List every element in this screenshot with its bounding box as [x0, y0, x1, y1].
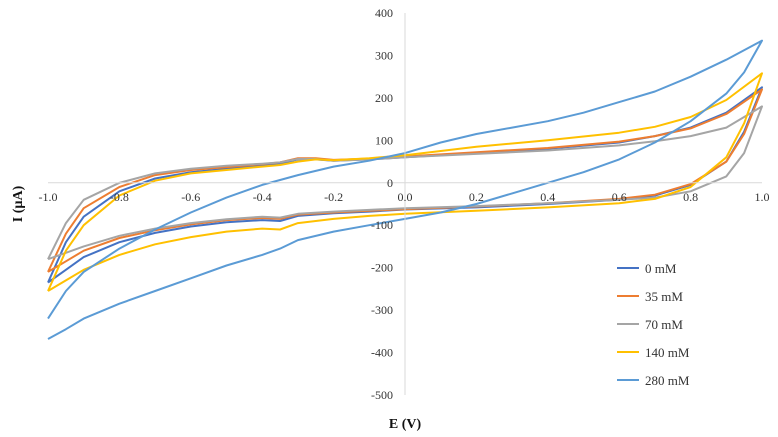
x-tick-label: -1.0 [39, 190, 58, 204]
x-axis-title: E (V) [389, 417, 422, 432]
y-tick-label: 200 [375, 91, 393, 105]
x-tick-label: 1.0 [755, 190, 770, 204]
y-tick-label: -500 [371, 388, 393, 402]
x-tick-label: -0.4 [253, 190, 272, 204]
y-tick-labels: 400 300 200 100 0 -100 -200 -300 -400 -500 [371, 6, 393, 402]
y-tick-label: -300 [371, 303, 393, 317]
y-axis-title: I (µA) [11, 185, 26, 222]
x-tick-label: 0.8 [683, 190, 698, 204]
x-tick-labels: -1.0 -0.8 -0.6 -0.4 -0.2 0.0 0.2 0.4 0.6 0.8 1.0 [39, 190, 770, 204]
legend: 0 mM 35 mM 70 mM 140 mM 280 mM [617, 261, 690, 388]
series-layer [47, 39, 763, 340]
x-tick-label: 0.0 [398, 190, 413, 204]
x-tick-label: 0.2 [469, 190, 484, 204]
series-line-4 [47, 39, 763, 340]
legend-label-2: 70 mM [645, 317, 683, 332]
y-tick-label: 0 [387, 176, 393, 190]
x-tick-label: -0.8 [110, 190, 129, 204]
legend-label-0: 0 mM [645, 261, 677, 276]
legend-label-1: 35 mM [645, 289, 683, 304]
y-tick-label: 400 [375, 6, 393, 20]
y-tick-label: 300 [375, 48, 393, 62]
x-tick-label: 0.4 [540, 190, 555, 204]
y-tick-label: -100 [371, 218, 393, 232]
y-tick-label: -200 [371, 261, 393, 275]
x-tick-label: -0.2 [324, 190, 343, 204]
series-line-3 [47, 72, 763, 292]
x-tick-label: 0.6 [612, 190, 627, 204]
series-line-2 [47, 105, 763, 261]
y-tick-label: 100 [375, 133, 393, 147]
y-tick-label: -400 [371, 346, 393, 360]
x-tick-label: -0.6 [181, 190, 200, 204]
legend-label-3: 140 mM [645, 345, 690, 360]
axes-layer [48, 13, 762, 395]
legend-label-4: 280 mM [645, 373, 690, 388]
